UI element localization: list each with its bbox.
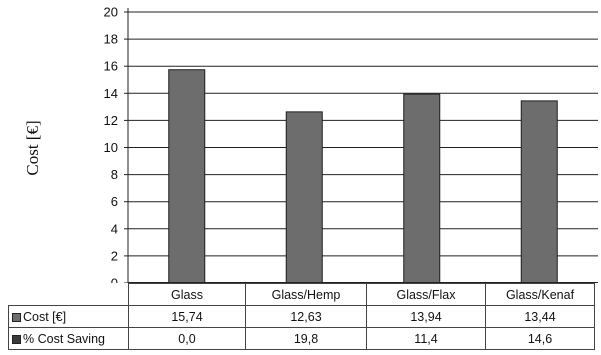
cost-value-glass-hemp: 12,63 (245, 305, 367, 328)
category-glass-hemp: Glass/Hemp (245, 283, 367, 306)
data-table: Glass Glass/Hemp Glass/Flax Glass/Kenaf … (8, 283, 595, 350)
bar-glass-hemp (285, 111, 323, 283)
saving-value-glass: 0,0 (128, 327, 246, 350)
cost-value-glass: 15,74 (128, 305, 246, 328)
y-tick-label: 0 (111, 276, 118, 284)
y-tick-label: 20 (104, 5, 118, 20)
bar-glass-kenaf (520, 100, 558, 283)
y-tick-label: 12 (104, 113, 118, 128)
bar-chart: 0 2 4 6 8 10 12 14 16 18 20 Cost [€] (23, 5, 598, 284)
y-tick-labels: 0 2 4 6 8 10 12 14 16 18 20 (104, 5, 118, 284)
cost-saving-swatch-icon (12, 334, 21, 344)
category-glass-flax: Glass/Flax (366, 283, 486, 306)
table-row-cost: Cost [€] 15,74 12,63 13,94 13,44 (8, 305, 595, 328)
table-row-cost-saving: % Cost Saving 0,0 19,8 11,4 14,6 (8, 327, 595, 350)
gridlines (128, 11, 598, 257)
category-glass-kenaf: Glass/Kenaf (485, 283, 595, 306)
saving-value-glass-kenaf: 14,6 (485, 327, 595, 350)
cost-value-glass-kenaf: 13,44 (485, 305, 595, 328)
bars (168, 69, 558, 283)
table-corner (9, 284, 129, 306)
y-tick-label: 4 (111, 221, 118, 236)
category-glass: Glass (128, 283, 246, 306)
y-tick-label: 6 (111, 194, 118, 209)
row-label-cost-saving: % Cost Saving (8, 327, 129, 350)
y-axis-label: Cost [€] (23, 120, 42, 175)
axes (124, 8, 598, 283)
y-tick-label: 10 (104, 140, 118, 155)
y-tick-label: 18 (104, 32, 118, 47)
y-tick-label: 16 (104, 59, 118, 74)
bar-glass-flax (403, 93, 441, 283)
bar-glass (168, 69, 206, 283)
y-tick-label: 14 (104, 86, 118, 101)
saving-value-glass-hemp: 19,8 (245, 327, 367, 350)
saving-value-glass-flax: 11,4 (366, 327, 486, 350)
y-tick-label: 8 (111, 167, 118, 182)
row-label-cost: Cost [€] (8, 305, 129, 328)
table-header-row: Glass Glass/Hemp Glass/Flax Glass/Kenaf (9, 283, 595, 306)
series-name-cost: Cost [€] (23, 309, 67, 324)
cost-swatch-icon (12, 312, 21, 322)
y-tick-label: 2 (111, 248, 118, 263)
cost-value-glass-flax: 13,94 (366, 305, 486, 328)
series-name-cost-saving: % Cost Saving (23, 331, 105, 346)
